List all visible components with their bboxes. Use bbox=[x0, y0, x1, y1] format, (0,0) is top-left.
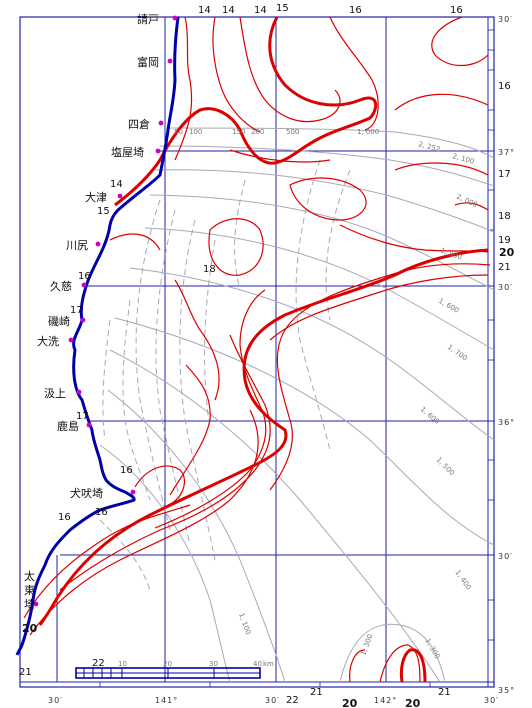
sst-labels-coast: 14 15 16 17 17 16 16 16 20 21 bbox=[19, 179, 133, 678]
sst-label: 20 bbox=[342, 697, 358, 708]
depth-label: 1, 600 bbox=[437, 297, 460, 315]
place-name: 太 bbox=[24, 570, 35, 583]
sst-label: 17 bbox=[498, 169, 511, 180]
depth-label: 2, 000 bbox=[455, 193, 479, 210]
sst-label: 14 bbox=[222, 5, 235, 16]
scale-bar: 10 20 30 40 km bbox=[75, 660, 274, 679]
depth-label: 2, 252 bbox=[417, 140, 441, 153]
scale-bar-tick: 10 bbox=[118, 660, 127, 668]
frame-ticks bbox=[99, 29, 494, 687]
depth-label: 1, 000 bbox=[357, 128, 379, 136]
isotherms-major bbox=[38, 16, 489, 683]
depth-label: 150 bbox=[232, 128, 245, 136]
lat-label: 30′ bbox=[498, 552, 513, 561]
depth-labels: 50 100 150 200 500 1, 000 1, 600 1, 700 … bbox=[174, 128, 479, 660]
longitude-labels: 30′ 141° 30′ 142° 30′ bbox=[48, 696, 499, 705]
sst-label: 17 bbox=[70, 305, 83, 316]
sst-label: 16 bbox=[498, 81, 511, 92]
sst-label: 20 bbox=[22, 622, 38, 635]
sst-label: 18 bbox=[203, 264, 216, 275]
depth-label: 200 bbox=[251, 128, 264, 136]
shelf-isobaths bbox=[99, 159, 351, 591]
depth-label: 1, 400 bbox=[453, 569, 472, 592]
sst-label: 15 bbox=[97, 206, 110, 217]
sst-label: 20 bbox=[499, 246, 515, 259]
sst-label: 16 bbox=[349, 5, 362, 16]
depth-label: 50 bbox=[174, 128, 183, 136]
place-name: 四倉 bbox=[128, 117, 150, 131]
lon-label: 30′ bbox=[265, 696, 280, 705]
place-markers bbox=[33, 15, 178, 607]
lon-label: 142° bbox=[374, 696, 397, 705]
depth-label: 1, 100 bbox=[237, 612, 252, 636]
graticule bbox=[56, 17, 494, 682]
sst-label: 16 bbox=[450, 5, 463, 16]
lon-label: 30′ bbox=[484, 696, 499, 705]
sst-label: 15 bbox=[276, 3, 289, 14]
sst-label: 21 bbox=[310, 687, 323, 698]
lat-label: 37° bbox=[498, 148, 515, 157]
place-name: 久慈 bbox=[50, 279, 72, 293]
sst-labels-bottom: 22 21 20 20 21 22 bbox=[92, 658, 451, 708]
scale-bar-tick: 30 bbox=[209, 660, 218, 668]
place-name: 東 bbox=[24, 584, 35, 597]
lon-label: 141° bbox=[155, 696, 178, 705]
sst-label: 21 bbox=[438, 687, 451, 698]
lat-label: 30′ bbox=[498, 283, 513, 292]
place-name: 大津 bbox=[85, 190, 107, 204]
sst-label: 21 bbox=[498, 262, 511, 273]
sst-label: 20 bbox=[405, 697, 421, 708]
sst-labels-top: 14 14 14 15 16 16 bbox=[198, 3, 463, 16]
sst-label: 17 bbox=[76, 411, 89, 422]
scale-bar-tick: 20 bbox=[163, 660, 172, 668]
sst-label: 16 bbox=[78, 271, 91, 282]
sst-labels-inner: 18 bbox=[203, 264, 216, 275]
place-name: 埼 bbox=[24, 597, 35, 611]
depth-label: 1, 500 bbox=[435, 456, 456, 477]
place-name: 塩屋埼 bbox=[111, 145, 144, 159]
lat-label: 35° bbox=[498, 686, 515, 695]
depth-label: 1, 600 bbox=[419, 405, 441, 425]
lon-label: 30′ bbox=[48, 696, 63, 705]
isotherms bbox=[23, 16, 491, 683]
sst-label: 16 bbox=[58, 512, 71, 523]
place-name: 汲上 bbox=[44, 387, 66, 400]
depth-label: 2, 100 bbox=[451, 152, 475, 165]
scale-bar-unit: km bbox=[263, 660, 274, 668]
latitude-labels: 30′ 37° 30′ 36° 30′ 35° bbox=[498, 15, 515, 695]
sst-label: 21 bbox=[19, 667, 32, 678]
place-name: 大洗 bbox=[37, 334, 59, 348]
isobaths bbox=[99, 127, 495, 683]
sst-label: 16 bbox=[120, 465, 133, 476]
sst-label: 18 bbox=[498, 211, 511, 222]
sst-label: 14 bbox=[110, 179, 123, 190]
sst-label: 14 bbox=[254, 5, 267, 16]
sst-label: 22 bbox=[286, 695, 299, 706]
depth-label: 1, 700 bbox=[446, 343, 469, 362]
place-name: 富岡 bbox=[137, 55, 159, 69]
sst-label: 19 bbox=[498, 235, 511, 246]
place-name: 川尻 bbox=[66, 239, 88, 252]
lat-label: 36° bbox=[498, 418, 515, 427]
lat-label: 30′ bbox=[498, 15, 513, 24]
place-name: 鹿島 bbox=[57, 419, 79, 433]
map-frame bbox=[19, 16, 495, 688]
sst-label: 22 bbox=[92, 658, 105, 669]
scale-bar-tick: 40 bbox=[253, 660, 262, 668]
depth-label: 500 bbox=[286, 128, 299, 136]
coastline bbox=[15, 16, 180, 656]
place-name: 犬吠埼 bbox=[70, 486, 103, 500]
depth-label: 1, 300 bbox=[423, 637, 441, 660]
place-name: 磯崎 bbox=[48, 314, 70, 328]
sst-label: 16 bbox=[95, 507, 108, 518]
sst-label: 14 bbox=[198, 5, 211, 16]
depth-label: 100 bbox=[189, 128, 202, 136]
sst-labels-right: 16 17 18 19 20 21 bbox=[498, 81, 515, 273]
place-name: 請戸 bbox=[137, 12, 159, 26]
place-names: 請戸 富岡 四倉 塩屋埼 大津 川尻 久慈 磯崎 大洗 汲上 鹿島 犬吠埼 太 … bbox=[24, 12, 159, 611]
depth-label: 1, 900 bbox=[439, 246, 463, 261]
